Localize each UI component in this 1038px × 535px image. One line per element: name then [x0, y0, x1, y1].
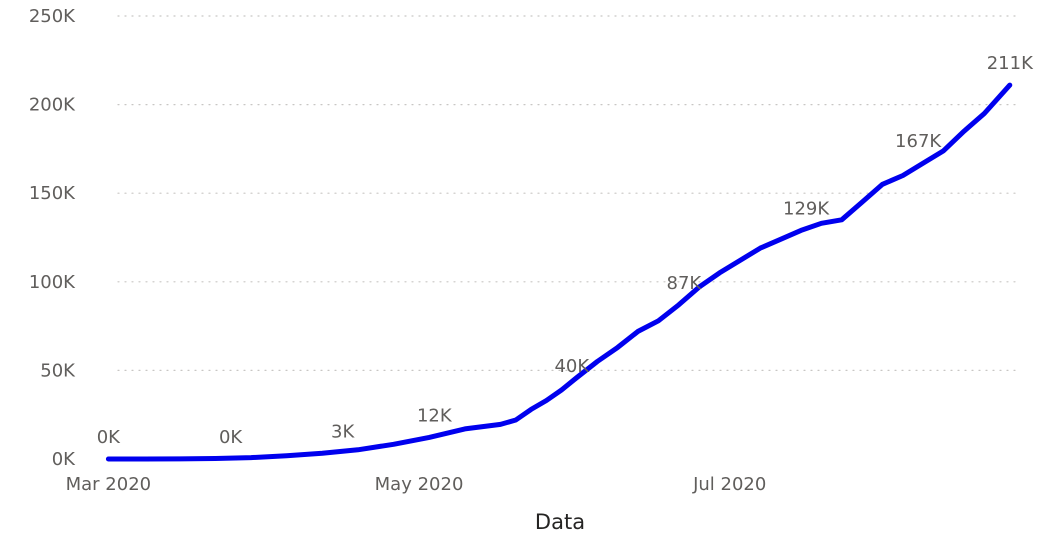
- y-tick-label: 100K: [29, 272, 76, 293]
- y-tick-label: 250K: [29, 6, 76, 27]
- y-tick-label: 50K: [40, 360, 76, 381]
- data-label: 211K: [987, 53, 1034, 74]
- y-axis-ticks: 0K 50K 100K 150K 200K 250K: [29, 6, 76, 470]
- y-tick-label: 200K: [29, 95, 76, 116]
- data-label: 3K: [331, 422, 355, 443]
- x-tick-label: May 2020: [375, 474, 464, 495]
- data-label: 0K: [97, 427, 121, 448]
- gridlines: [117, 15, 1021, 371]
- data-labels: 0K 0K 3K 12K 40K 87K 129K 167K 211K: [97, 53, 1034, 448]
- data-label: 87K: [667, 273, 703, 294]
- data-label: 167K: [895, 131, 942, 152]
- series-layer: [105, 82, 1013, 462]
- series-line: [105, 82, 1013, 462]
- x-tick-label: Jul 2020: [692, 474, 766, 495]
- data-label: 0K: [219, 427, 243, 448]
- x-axis-ticks: Mar 2020 May 2020 Jul 2020: [66, 474, 767, 495]
- x-axis-title: Data: [535, 510, 585, 534]
- data-label: 129K: [783, 198, 830, 219]
- y-tick-label: 0K: [52, 449, 76, 470]
- data-label: 12K: [417, 406, 453, 427]
- x-tick-label: Mar 2020: [66, 474, 152, 495]
- data-label: 40K: [554, 356, 590, 377]
- y-tick-label: 150K: [29, 183, 76, 204]
